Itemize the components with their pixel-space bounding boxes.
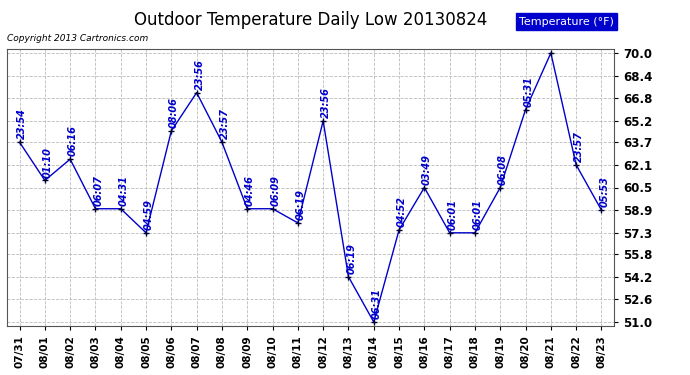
Text: 01:10: 01:10 [43, 147, 52, 178]
Text: Temperature (°F): Temperature (°F) [520, 16, 614, 27]
Text: 06:08: 06:08 [498, 154, 508, 185]
Text: 06:16: 06:16 [68, 126, 78, 156]
Text: 05:53: 05:53 [599, 177, 609, 207]
Text: 04:52: 04:52 [397, 196, 407, 227]
Text: 06:01: 06:01 [447, 199, 457, 230]
Text: 06:09: 06:09 [270, 175, 280, 206]
Text: 04:31: 04:31 [119, 175, 128, 206]
Text: 23:57: 23:57 [219, 108, 230, 140]
Text: 23:56: 23:56 [195, 59, 204, 90]
Text: 06:31: 06:31 [371, 288, 382, 319]
Text: 03:49: 03:49 [422, 154, 432, 185]
Text: 05:31: 05:31 [523, 76, 533, 107]
Text: 23:54: 23:54 [17, 108, 28, 140]
Text: 08:06: 08:06 [169, 97, 179, 128]
Text: 06:07: 06:07 [93, 175, 104, 206]
Text: 06:19: 06:19 [346, 243, 356, 274]
Text: 04:59: 04:59 [144, 199, 154, 230]
Text: 23:57: 23:57 [574, 131, 584, 162]
Text: Outdoor Temperature Daily Low 20130824: Outdoor Temperature Daily Low 20130824 [134, 11, 487, 29]
Text: 06:19: 06:19 [295, 189, 306, 220]
Text: 23:56: 23:56 [321, 87, 331, 118]
Text: 04:46: 04:46 [245, 175, 255, 206]
Text: 06:01: 06:01 [473, 199, 483, 230]
Text: Copyright 2013 Cartronics.com: Copyright 2013 Cartronics.com [7, 34, 148, 43]
